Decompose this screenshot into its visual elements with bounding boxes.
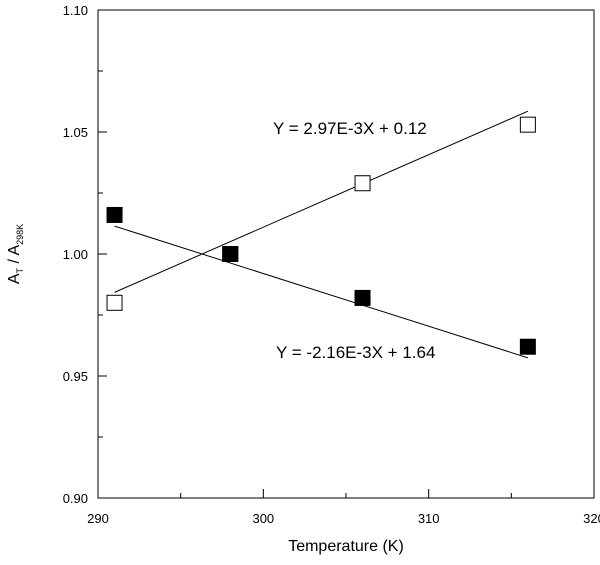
y-tick-label: 0.95 [63,369,88,384]
data-point-filled-square [106,206,123,223]
data-point-filled-square [519,338,536,355]
data-point-open-square [519,116,536,133]
y-tick-label: 1.10 [63,3,88,18]
markers-layer [106,116,536,355]
y-axis-label-separator: / [6,256,23,268]
y-tick-label: 0.90 [63,491,88,506]
data-point-open-square [106,294,123,311]
x-tick-label: 310 [418,511,440,526]
y-axis-label-denominator: A [6,245,23,256]
x-axis-label: Temperature (K) [288,538,404,555]
fit-lines-layer [114,110,529,359]
fit-equation-open-series: Y = 2.97E-3X + 0.12 [273,119,427,138]
data-point-filled-square [354,289,371,306]
x-tick-label: 300 [252,511,274,526]
plot-frame [97,9,595,499]
y-axis-label-main: A [6,273,23,284]
y-axis-label-denominator-subscript: 298K [15,224,25,245]
data-point-open-square [354,175,371,192]
y-tick-label: 1.00 [63,247,88,262]
x-tick-label: 290 [87,511,109,526]
x-tick-label: 320 [583,511,600,526]
fit-equation-filled-series: Y = -2.16E-3X + 1.64 [276,343,435,362]
y-axis-label: AT / A298K [6,224,25,284]
fit-line-open-series [114,110,529,293]
fit-line-filled-series [114,225,529,359]
y-tick-label: 1.05 [63,125,88,140]
y-axis-label-main-subscript: T [15,267,25,273]
data-point-filled-square [222,246,239,262]
ticks-layer: 290 300 310 320 0.90 0.95 1.00 1.05 1.10 [63,3,600,526]
